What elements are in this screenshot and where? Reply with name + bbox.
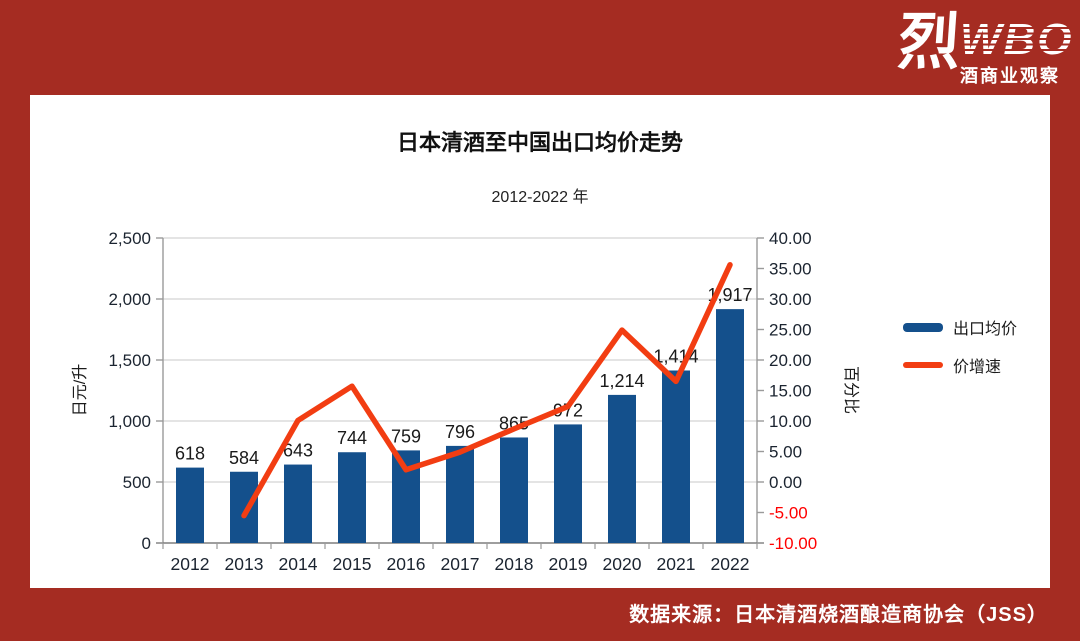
logo-wbo-text: WBO <box>960 15 1074 64</box>
right-tick-label: 25.00 <box>769 321 812 340</box>
legend-label-line: 价增速 <box>953 359 1002 376</box>
right-tick-label: 20.00 <box>769 351 812 370</box>
bar-value-label: 584 <box>229 448 259 468</box>
right-tick-label: 35.00 <box>769 260 812 279</box>
bar-2017 <box>446 445 474 543</box>
right-tick-label: 30.00 <box>769 290 812 309</box>
chart-subtitle: 2012-2022 年 <box>491 189 589 206</box>
wbo-logo: 烈 WBO 酒商业观察 <box>895 8 1072 88</box>
growth-line <box>241 262 733 519</box>
combo-chart-plot: 2,500 2,000 1,500 1,000 500 0 40.00 35.00 30.00 2… <box>71 229 860 574</box>
data-source-note: 数据来源：日本清酒烧酒酿造商协会（JSS） <box>629 604 1048 626</box>
legend-label-bar: 出口均价 <box>953 321 1018 338</box>
bar-value-label: 643 <box>283 441 313 461</box>
logo-tagline: 酒商业观察 <box>960 66 1060 86</box>
left-tick-label: 1,000 <box>108 412 151 431</box>
bar-value-label: 759 <box>391 426 421 446</box>
x-category-label: 2015 <box>333 554 372 574</box>
bar-value-label: 744 <box>337 428 367 448</box>
legend-item-bar: 出口均价 <box>903 315 1017 339</box>
right-tick-label: -10.00 <box>769 534 817 553</box>
left-tick-label: 500 <box>123 473 151 492</box>
bar-2015 <box>338 452 366 543</box>
bar-value-label: 618 <box>175 444 205 464</box>
legend-item-line: 价增速 <box>903 353 1017 377</box>
x-category-label: 2022 <box>711 554 750 574</box>
x-category-label: 2017 <box>441 554 480 574</box>
bar-2018 <box>500 437 528 543</box>
x-category-label: 2018 <box>495 554 534 574</box>
bar-2012 <box>176 467 204 543</box>
bar-2020 <box>608 394 636 543</box>
chart-title: 日本清酒至中国出口均价走势 <box>396 130 683 155</box>
bar-value-label: 972 <box>553 400 583 420</box>
bar-value-label: 796 <box>445 422 475 442</box>
bar-value-label: 1,214 <box>599 371 644 391</box>
x-category-label: 2016 <box>387 554 426 574</box>
x-category-label: 2019 <box>549 554 588 574</box>
right-tick-label: 10.00 <box>769 412 812 431</box>
right-tick-label: 5.00 <box>769 443 802 462</box>
bar-2021 <box>662 370 690 543</box>
legend-swatch-bar <box>903 322 943 332</box>
left-axis-title: 日元/升 <box>71 364 89 416</box>
bar-2013 <box>230 471 258 543</box>
right-tick-label: -5.00 <box>769 504 808 523</box>
x-category-label: 2014 <box>279 554 318 574</box>
left-tick-label: 2,000 <box>108 290 151 309</box>
x-category-label: 2012 <box>171 554 210 574</box>
chart-panel: 日本清酒至中国出口均价走势 2012-2022 年 2,500 2,000 1,50… <box>30 95 1050 588</box>
left-tick-label: 2,500 <box>108 229 151 248</box>
logo-lie-character: 烈 <box>895 8 963 77</box>
right-tick-label: 40.00 <box>769 229 812 248</box>
right-axis-title: 百分比 <box>842 366 860 414</box>
x-category-label: 2020 <box>603 554 642 574</box>
chart-legend: 出口均价 价增速 <box>903 315 1017 391</box>
x-category-label: 2013 <box>225 554 264 574</box>
bar-2014 <box>284 464 312 543</box>
bar-2022 <box>716 309 744 543</box>
right-tick-label: 0.00 <box>769 473 802 492</box>
bar-2019 <box>554 424 582 543</box>
left-tick-label: 0 <box>142 534 151 553</box>
left-tick-label: 1,500 <box>108 351 151 370</box>
right-tick-label: 15.00 <box>769 382 812 401</box>
x-category-label: 2021 <box>657 554 696 574</box>
legend-swatch-line <box>903 362 943 368</box>
